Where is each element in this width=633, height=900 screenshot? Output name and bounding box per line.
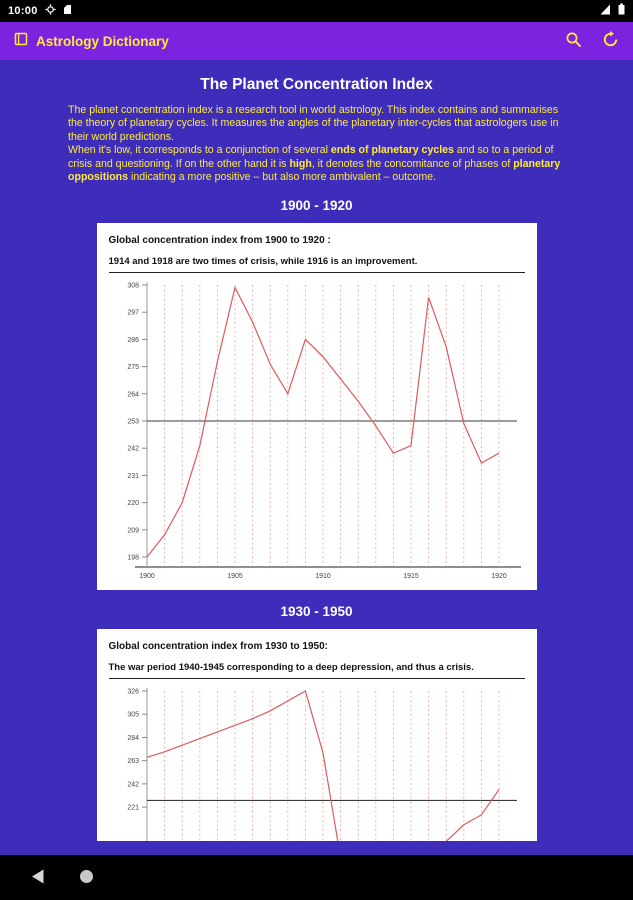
svg-text:242: 242	[127, 782, 139, 789]
chart-subtitle: 1914 and 1918 are two times of crisis, w…	[108, 256, 525, 274]
back-button[interactable]	[30, 868, 45, 888]
svg-text:198: 198	[127, 555, 139, 562]
page-title: The Planet Concentration Index	[200, 76, 433, 93]
settings-icon	[45, 2, 56, 20]
svg-text:297: 297	[127, 310, 139, 317]
svg-text:242: 242	[127, 446, 139, 453]
sync-button[interactable]	[602, 31, 619, 51]
svg-text:209: 209	[127, 528, 139, 535]
app-title: Astrology Dictionary	[36, 33, 169, 49]
sim-icon	[63, 2, 72, 20]
svg-text:305: 305	[127, 712, 139, 719]
svg-text:264: 264	[127, 392, 139, 399]
svg-text:231: 231	[127, 473, 139, 480]
intro-paragraph-2: When it's low, it corresponds to a conju…	[68, 144, 565, 184]
status-bar: 10:00	[0, 0, 633, 22]
bold-ends-of-cycles: ends of planetary cycles	[330, 144, 454, 157]
navigation-bar	[0, 855, 633, 900]
bold-high: high	[289, 157, 312, 170]
app-bar: Astrology Dictionary	[0, 22, 633, 60]
chart-title: Global concentration index from 1900 to …	[108, 235, 331, 247]
svg-text:286: 286	[127, 337, 139, 344]
text-run-1: When it's low, it corresponds to a conju…	[68, 144, 331, 157]
dictionary-icon	[14, 32, 28, 51]
back-icon	[30, 868, 45, 888]
clock: 10:00	[8, 5, 38, 17]
bold-planetary-oppositions: planetary oppositions	[68, 157, 561, 184]
text-run-4: indicating a more positive – but also mo…	[128, 171, 437, 184]
chart-card-1930-1950: Global concentration index from 1930 to …	[96, 629, 537, 842]
svg-text:220: 220	[127, 501, 139, 508]
chart-subtitle: The war period 1940-1945 corresponding t…	[108, 662, 525, 680]
search-button[interactable]	[565, 31, 582, 51]
app-bar-title-group: Astrology Dictionary	[14, 32, 169, 51]
svg-text:284: 284	[127, 735, 139, 742]
svg-text:1910: 1910	[315, 573, 331, 580]
line-chart-1930-1950: 22124226328430532619301935194019451950	[109, 681, 525, 842]
svg-text:221: 221	[127, 805, 139, 812]
home-button[interactable]	[79, 869, 94, 887]
line-chart-1900-1920: 198 209 220 231 242 253 264 275 286 297 308 1900 190…	[109, 275, 525, 586]
intro-paragraph-1: The planet concentration index is a rese…	[68, 104, 559, 143]
svg-text:1900: 1900	[139, 573, 155, 580]
sync-icon	[602, 31, 619, 51]
network-icon	[600, 2, 611, 20]
chart-card-1900-1920: Global concentration index from 1900 to …	[96, 223, 537, 591]
svg-text:253: 253	[127, 419, 139, 426]
chart-title: Global concentration index from 1930 to …	[108, 641, 329, 653]
svg-text:1920: 1920	[491, 573, 507, 580]
svg-text:308: 308	[127, 283, 139, 290]
search-icon	[565, 31, 582, 51]
home-icon	[79, 869, 94, 887]
svg-text:1905: 1905	[227, 573, 243, 580]
svg-text:326: 326	[127, 689, 139, 696]
text-run-2: and so to a period of crisis and questio…	[68, 144, 554, 170]
status-bar-right	[600, 2, 625, 20]
status-bar-left: 10:00	[8, 2, 72, 20]
svg-text:263: 263	[127, 759, 139, 766]
battery-icon	[618, 2, 625, 20]
section-heading-1930-1950: 1930 - 1950	[280, 604, 353, 620]
content-scroll[interactable]: The Planet Concentration Index The plane…	[0, 60, 633, 855]
svg-text:1915: 1915	[403, 573, 419, 580]
svg-text:275: 275	[127, 365, 139, 372]
app-bar-actions	[565, 31, 619, 51]
text-run-3: , it denotes the concomitance of phases …	[311, 157, 514, 170]
section-heading-1900-1920: 1900 - 1920	[280, 198, 353, 214]
